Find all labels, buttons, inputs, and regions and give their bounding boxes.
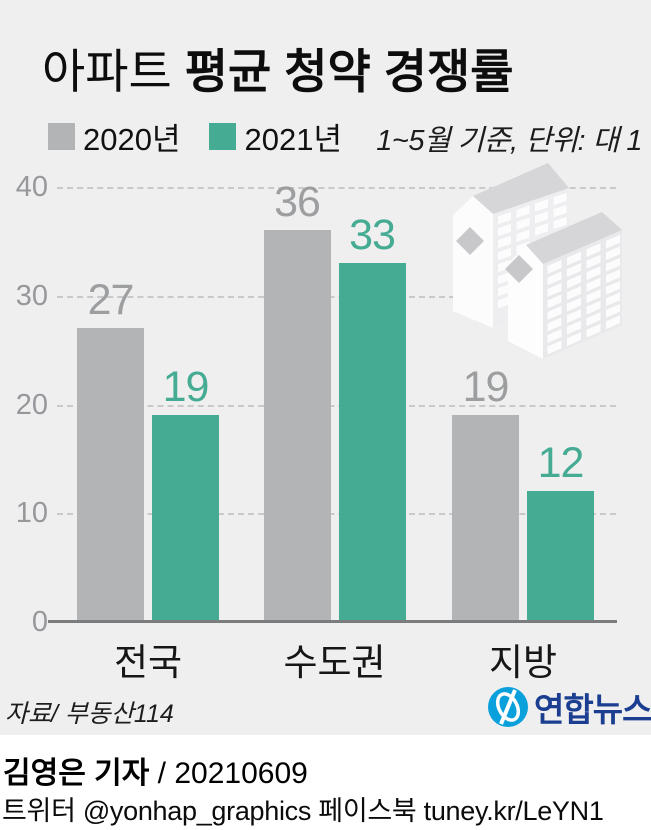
value-label-2021-cat1: 33 — [349, 211, 396, 259]
y-tick-label-30: 30 — [15, 280, 48, 312]
bar-2020-cat0 — [77, 328, 144, 622]
x-axis-label-2: 지방 — [488, 642, 558, 683]
bar-2020-cat2 — [452, 415, 519, 622]
bar-2021-cat2 — [527, 491, 594, 622]
value-label-2020-cat0: 27 — [87, 276, 135, 324]
legend-label-2021: 2021년 — [244, 122, 342, 157]
x-axis-label-0: 전국 — [113, 642, 183, 683]
social-links: 트위터 @yonhap_graphics 페이스북 tuney.kr/LeYN1 — [2, 796, 604, 826]
page-title: 아파트 평균 청약 경쟁률 — [42, 33, 514, 102]
bar-chart: 0 10 20 30 40 27 36 19 19 33 12 전국 수도권 지방 — [15, 171, 617, 683]
value-label-2021-cat0: 19 — [162, 363, 210, 411]
yonhap-logo-text: 연합뉴스 — [534, 691, 651, 728]
byline: 김영은 기자 / 20210609 — [3, 748, 308, 792]
y-tick-label-40: 40 — [15, 171, 48, 203]
gridline-10 — [57, 513, 616, 515]
bar-2021-cat0 — [152, 415, 219, 622]
bar-2021-cat1 — [338, 263, 406, 622]
value-label-2020-cat1: 36 — [274, 178, 321, 226]
legend: 2020년 2021년 — [48, 114, 342, 159]
value-label-2020-cat2: 19 — [462, 363, 510, 411]
title-bold-part: 평균 청약 경쟁률 — [184, 45, 514, 98]
legend-item-2020: 2020년 — [48, 114, 180, 159]
legend-label-2020: 2020년 — [83, 122, 181, 157]
legend-swatch-2020 — [48, 123, 75, 150]
apartment-buildings-icon — [453, 163, 622, 359]
gridline-30 — [57, 296, 616, 298]
y-tick-label-20: 20 — [15, 389, 48, 421]
x-axis-label-1: 수도권 — [283, 642, 386, 683]
unit-note: 1~5월 기준, 단위: 대 1 — [376, 125, 642, 157]
apartment-buildings-illustration — [440, 160, 640, 370]
footer-background — [0, 735, 651, 830]
y-tick-label-10: 10 — [15, 497, 48, 529]
publish-date: / 20210609 — [149, 757, 308, 790]
legend-swatch-2021 — [209, 123, 237, 150]
x-axis-line — [48, 620, 617, 623]
source-credit: 자료/ 부동산114 — [5, 700, 174, 728]
title-light-part: 아파트 — [42, 45, 172, 98]
gridline-40 — [57, 187, 616, 189]
gridline-20 — [57, 405, 616, 407]
legend-item-2021: 2021년 — [209, 114, 342, 159]
value-label-2021-cat2: 12 — [537, 439, 585, 487]
reporter-name: 김영은 기자 — [3, 757, 150, 790]
bar-2020-cat1 — [263, 230, 331, 622]
yonhap-logo: 연합뉴스 — [487, 683, 651, 731]
yonhap-globe-icon — [488, 687, 528, 727]
y-tick-label-0: 0 — [31, 606, 48, 638]
